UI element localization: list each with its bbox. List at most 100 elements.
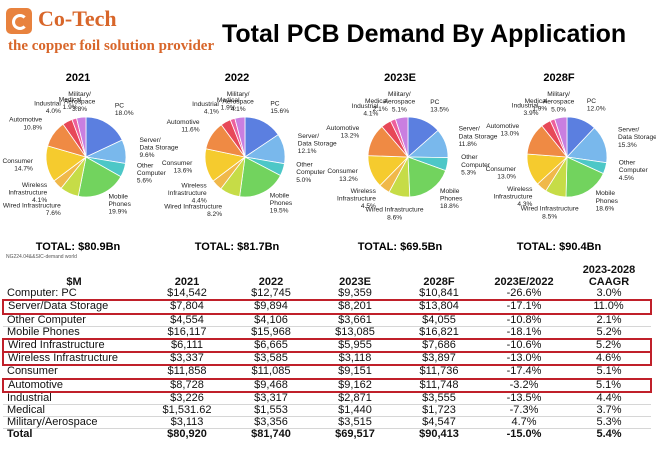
table-cell: $4,106: [229, 313, 313, 327]
pie-total: TOTAL: $90.4Bn: [517, 241, 602, 253]
table-cell: -18.1%: [481, 326, 567, 340]
table-row: Computer: PC $14,542 $12,745 $9,359 $10,841-…: [3, 288, 651, 301]
table-cell: $9,162: [313, 377, 397, 393]
row-label: Server/Data Storage: [2, 299, 145, 315]
table-row: Industrial $3,226 $3,317 $2,871 $3,555 -13.5%…: [3, 391, 651, 405]
pie-slice-label: Industrial 4.1%: [352, 103, 379, 118]
row-label: Consumer: [3, 365, 145, 380]
table-cell: -17.4%: [481, 365, 567, 380]
pie-slice-label: Server/Data Storage 12.1%: [298, 133, 337, 155]
table-cell: 4.7%: [481, 416, 567, 430]
pie-chart-2022: 2022 PC 15.6% Server/Data Storage 12.1% Other…: [162, 72, 337, 253]
logo-tagline: the copper foil solution provider: [8, 38, 215, 54]
row-label: Wireless Infrastructure: [2, 351, 145, 367]
pie-slice-label: Medical 1.9%: [525, 98, 548, 113]
row-label: Wired Infrastructure: [2, 337, 145, 354]
pie-slice-label: Wireless Infrastructure 4.5%: [337, 188, 377, 210]
pie-slice-label: Mobile Phones 18.6%: [596, 190, 619, 212]
pie-slice: [394, 116, 409, 158]
table-cell: $8,728: [145, 377, 229, 393]
table-cell: $2,871: [313, 391, 397, 405]
pie-slice-label: Medical 2.1%: [365, 98, 388, 113]
table-cell: $16,821: [397, 326, 481, 340]
table-cell: $9,151: [313, 365, 397, 380]
pie-slice: [554, 116, 568, 158]
pie-slice-label: Automotive 13.0%: [486, 123, 519, 138]
table-cell: -15.0%: [506, 428, 542, 441]
company-logo: Co-Tech the copper foil solution provide…: [6, 4, 226, 56]
table-cell: $9,359: [313, 288, 397, 301]
pie-slice-label: Industrial 3.9%: [512, 102, 539, 117]
table-total-row: Total $80,920 $81,740 $69,517 $90,413 -15.0% 5…: [3, 429, 651, 441]
pie-slice-label: Wireless Infrastructure 4.3%: [494, 186, 534, 208]
pie-year-title: 2022: [225, 72, 249, 84]
table-cell: 5.3%: [567, 416, 651, 430]
pie-slice-label: Mobile Phones 19.9%: [109, 194, 132, 216]
column-header: 2023E/2022: [494, 277, 554, 289]
pie-year-title: 2028F: [543, 72, 574, 84]
table-row: Automotive $8,728 $9,468 $9,162 $11,748 -3.2%…: [2, 377, 652, 393]
pie-slice-label: Automotive 10.8%: [9, 117, 42, 132]
table-cell: $5,955: [313, 337, 397, 354]
pie-slice-label: Consumer 14.7%: [2, 158, 33, 173]
pie-total: TOTAL: $81.7Bn: [195, 241, 280, 253]
table-cell: $90,413: [419, 428, 459, 441]
pie-slice: [77, 156, 122, 198]
table-row: Wireless Infrastructure $3,337 $3,585 $3,11…: [2, 351, 652, 367]
table-cell: $3,113: [145, 416, 229, 430]
table-cell: $3,585: [229, 351, 313, 367]
demand-table: 2023-2028 $M 2021 2022 2023E 2028F 2023E/2022…: [2, 263, 652, 440]
table-cell: $1,553: [229, 404, 313, 418]
column-header: 2028F: [423, 277, 455, 289]
column-header: $M: [66, 277, 82, 289]
table-cell: 2.1%: [567, 313, 651, 327]
row-label: Other Computer: [3, 313, 145, 327]
row-label: Industrial: [3, 391, 145, 405]
table-cell: $3,337: [145, 351, 229, 367]
pie-slice-label: Military/Aerospace 4.1%: [222, 91, 254, 113]
row-label: Mobile Phones: [3, 326, 145, 340]
pie-slice-label: Medical 1.9%: [59, 97, 82, 112]
pie-chart-2028F: 2028F PC 12.0% Server/Data Storage 15.3% Othe…: [486, 72, 656, 253]
table-cell: 3.0%: [567, 288, 651, 301]
table-cell: $4,554: [145, 313, 229, 327]
pie-slice-label: Wired Infrastructure 8.2%: [164, 204, 222, 219]
pie-slice-label: Wired Infrastructure 8.5%: [521, 206, 579, 221]
cagr-group-header: 2023-2028: [582, 263, 636, 276]
table-cell: $13,085: [313, 326, 397, 340]
pie-slice-label: Server/Data Storage 9.6%: [140, 137, 179, 159]
page-title: Total PCB Demand By Application: [222, 20, 627, 48]
table-cell: $13,804: [397, 299, 481, 315]
pie-slice: [239, 156, 281, 198]
table-cell: $1,723: [397, 404, 481, 418]
source-note: NG224.04&&SIC-demand world: [6, 254, 77, 260]
table-cell: -26.6%: [481, 288, 567, 301]
pie-slice-label: Industrial 4.0%: [34, 100, 61, 115]
pie-chart-2021: 2021 PC 18.0% Server/Data Storage 9.6% Other C…: [2, 72, 178, 253]
pie-slice-label: Military/Aerospace 5.0%: [543, 91, 575, 113]
pie-slice-label: Industrial 4.1%: [192, 101, 219, 116]
pie-slice-label: Server/Data Storage 15.3%: [618, 127, 656, 149]
table-row: Other Computer $4,554 $4,106 $3,661 $4,055 -1…: [3, 313, 651, 327]
row-label: Computer: PC: [3, 288, 145, 301]
table-cell: $1,440: [313, 404, 397, 418]
table-cell: $4,055: [397, 313, 481, 327]
table-cell: $14,542: [145, 288, 229, 301]
table-cell: $6,111: [145, 337, 229, 354]
pie-slice-label: Wired Infrastructure 8.6%: [366, 207, 424, 222]
pie-year-title: 2021: [66, 72, 90, 84]
pie-slice-label: Automotive 11.6%: [167, 119, 200, 134]
pie-slice-label: PC 15.6%: [270, 101, 289, 116]
pie-slice: [234, 116, 246, 158]
row-label: Total: [7, 428, 33, 441]
table-cell: 5.1%: [567, 377, 652, 393]
table-cell: $3,661: [313, 313, 397, 327]
table-cell: $1,531.62: [145, 404, 229, 418]
pie-slice-label: Consumer 13.0%: [486, 166, 517, 181]
table-cell: $15,968: [229, 326, 313, 340]
column-header: 2023E: [339, 277, 371, 289]
table-cell: $11,736: [397, 365, 481, 380]
pie-slice-label: PC 18.0%: [115, 103, 134, 118]
table-row: Medical $1,531.62 $1,553 $1,440 $1,723 -7.3% 3…: [3, 404, 651, 418]
pie-slice-label: Military/Aerospace 3.8%: [64, 91, 96, 113]
